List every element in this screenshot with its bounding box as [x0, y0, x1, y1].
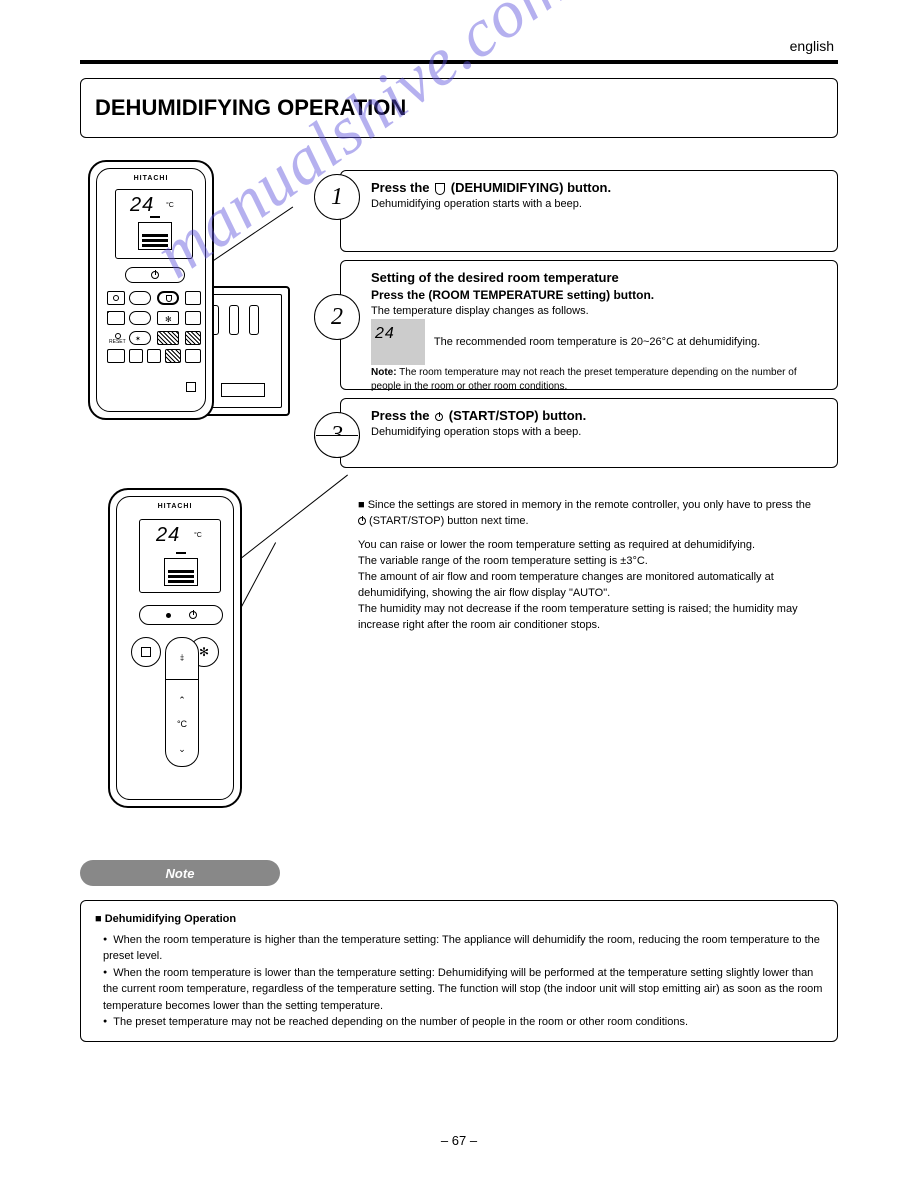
post-start-notes: ■ Since the settings are stored in memor… [358, 498, 818, 634]
line: You can raise or lower the room temperat… [358, 538, 818, 554]
dehumidify-info-box: ■ Dehumidifying Operation When the room … [80, 900, 838, 1042]
remote-top: HITACHI 24 °C ✻ [88, 160, 214, 420]
grid-btn[interactable] [107, 311, 125, 325]
remote1-power-button[interactable] [125, 267, 185, 283]
line: The variable range of the room temperatu… [358, 554, 818, 570]
step2-post: The recommended room temperature is 20~2… [434, 335, 760, 347]
up-arrow-icon: ⌃ [178, 697, 186, 703]
mode-button[interactable] [131, 637, 161, 667]
lcd-sample: 24 [371, 319, 425, 365]
grid-btn[interactable] [129, 291, 151, 305]
step3-panel: Press the (START/STOP) button. Dehumidif… [340, 398, 838, 468]
grid-btn[interactable] [185, 349, 201, 363]
grid-btn[interactable] [185, 311, 201, 325]
line: The amount of air flow and room temperat… [358, 570, 818, 602]
down-arrow-icon: ⌄ [178, 746, 186, 752]
power-dot [166, 613, 171, 618]
section-title-box: DEHUMIDIFYING OPERATION [80, 78, 838, 138]
grid-btn[interactable] [107, 349, 125, 363]
grid-btn[interactable] [157, 331, 179, 345]
remote2-lcd: 24 °C [139, 519, 221, 593]
reset-label: RESET [109, 339, 126, 345]
brand-label: HITACHI [134, 175, 169, 182]
lcd-bars-icon [164, 558, 198, 586]
step1-title: Press the (DEHUMIDIFYING) button. [371, 180, 611, 195]
swing-icon: ⤈ [180, 652, 184, 663]
flap-tab [221, 383, 265, 397]
remote1-button-grid: ✻ RESET ✶ [107, 291, 203, 367]
battery-slot [249, 305, 259, 335]
section-title: DEHUMIDIFYING OPERATION [95, 95, 406, 121]
note-bar: Note [80, 860, 280, 886]
step1-body: Dehumidifying operation starts with a be… [371, 198, 582, 210]
info-line: When the room temperature is lower than … [103, 965, 823, 1015]
lcd-unit: °C [194, 532, 202, 539]
lcd-temp: 24 [130, 194, 154, 217]
line: The humidity may not decrease if the roo… [358, 602, 818, 634]
power-icon [151, 271, 159, 279]
grid-btn[interactable] [129, 311, 151, 325]
battery-slot [229, 305, 239, 335]
page-number-bottom: – 67 – [441, 1133, 477, 1148]
brand-label: HITACHI [158, 503, 193, 510]
step1-panel: Press the (DEHUMIDIFYING) button. Dehumi… [340, 170, 838, 252]
step2-panel: Setting of the desired room temperature … [340, 260, 838, 390]
step-bubble-1: 1 [314, 174, 360, 220]
grid-btn[interactable] [185, 291, 201, 305]
grid-btn[interactable]: ✶ [129, 331, 151, 345]
info-heading: ■ Dehumidifying Operation [95, 911, 823, 928]
step3-body: Dehumidifying operation stops with a bee… [371, 426, 581, 438]
step3-title: Press the (START/STOP) button. [371, 408, 586, 423]
info-line: When the room temperature is higher than… [103, 932, 823, 965]
temp-setting-button[interactable]: ⤈ ⌃ °C ⌄ [165, 637, 199, 767]
step-bubble-2: 2 [314, 294, 360, 340]
heading: ■ Since the settings are stored in memor… [358, 498, 818, 530]
dehumidify-button[interactable] [157, 291, 179, 305]
deg-c-label: °C [177, 719, 187, 729]
step2-pre: The temperature display changes as follo… [371, 305, 589, 317]
power-icon [358, 517, 366, 525]
drop-icon [435, 183, 445, 195]
header-rule [80, 60, 838, 64]
grid-btn[interactable]: ✻ [157, 311, 179, 325]
page-number-top: english [790, 38, 834, 54]
lcd-bars-icon [138, 222, 172, 250]
grid-btn[interactable] [129, 349, 143, 363]
step2-title: Setting of the desired room temperature [371, 270, 619, 285]
grid-btn[interactable] [107, 291, 125, 305]
power-icon [189, 611, 197, 619]
flap-hinge [186, 382, 196, 392]
step2-title2: Press the (ROOM TEMPERATURE setting) but… [371, 288, 654, 302]
lcd-unit: °C [166, 202, 174, 209]
grid-btn[interactable] [147, 349, 161, 363]
remote1-lcd: 24 °C [115, 189, 193, 259]
remote2-power-button[interactable] [139, 605, 223, 625]
fan-icon: ✻ [199, 645, 209, 659]
lcd-temp: 24 [156, 524, 180, 547]
info-line: The preset temperature may not be reache… [103, 1014, 823, 1031]
grid-btn[interactable] [165, 349, 181, 363]
step2-note: Note: The room temperature may not reach… [371, 367, 797, 393]
grid-btn[interactable] [185, 331, 201, 345]
square-icon [141, 647, 151, 657]
power-icon [435, 413, 443, 421]
remote-bottom: HITACHI 24 °C ✻ ⤈ ⌃ °C ⌄ [108, 488, 242, 808]
